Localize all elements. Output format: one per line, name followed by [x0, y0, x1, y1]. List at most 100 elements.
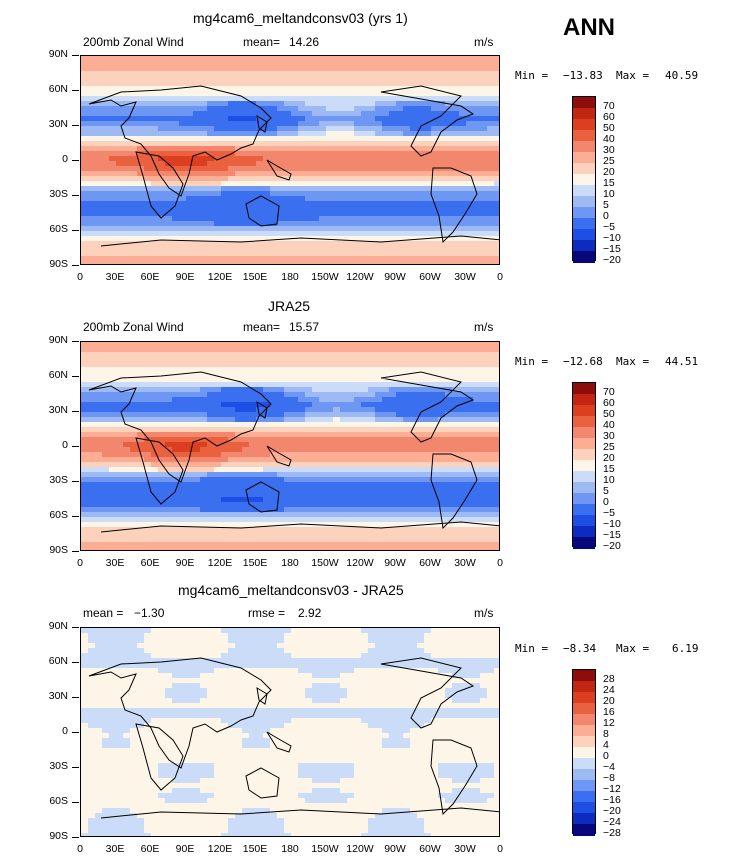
field-cell	[277, 372, 285, 378]
field-cell	[95, 111, 103, 117]
field-cell	[137, 357, 145, 363]
field-cell	[179, 201, 187, 207]
field-cell	[179, 196, 187, 202]
field-cell	[235, 392, 243, 398]
field-cell	[361, 176, 369, 182]
field-cell	[130, 221, 138, 227]
field-cell	[249, 512, 257, 518]
field-cell	[88, 427, 96, 433]
field-cell	[480, 201, 488, 207]
field-cell	[340, 382, 348, 388]
field-cell	[319, 407, 327, 413]
field-cell	[130, 161, 138, 167]
field-cell	[284, 437, 292, 443]
field-cell	[242, 56, 250, 62]
field-cell	[214, 462, 222, 468]
field-cell	[480, 387, 488, 393]
field-cell	[116, 447, 124, 453]
field-cell	[410, 397, 418, 403]
coastline	[100, 235, 499, 247]
field-cell	[172, 532, 180, 538]
field-cell	[424, 146, 432, 152]
field-cell	[424, 372, 432, 378]
field-cell	[102, 407, 110, 413]
field-cell	[88, 181, 96, 187]
field-cell	[368, 367, 376, 373]
field-cell	[256, 537, 264, 543]
field-cell	[494, 236, 499, 242]
field-cell	[382, 342, 390, 348]
field-cell	[319, 171, 327, 177]
field-cell	[431, 447, 439, 453]
field-cell	[179, 352, 187, 358]
field-cell	[116, 91, 124, 97]
field-cell	[249, 492, 257, 498]
field-cell	[270, 211, 278, 217]
field-cell	[410, 382, 418, 388]
field-cell	[256, 342, 264, 348]
field-cell	[375, 96, 383, 102]
field-cell	[319, 231, 327, 237]
field-cell	[137, 201, 145, 207]
field-cell	[487, 462, 495, 468]
field-cell	[249, 432, 257, 438]
field-cell	[221, 76, 229, 82]
field-cell	[354, 146, 362, 152]
field-cell	[361, 347, 369, 353]
field-cell	[431, 96, 439, 102]
field-cell	[410, 81, 418, 87]
field-cell	[480, 482, 488, 488]
field-cell	[494, 452, 499, 458]
field-cell	[452, 131, 460, 137]
field-cell	[88, 186, 96, 192]
field-cell	[375, 181, 383, 187]
field-cell	[431, 236, 439, 242]
field-cell	[326, 56, 334, 62]
field-cell	[291, 176, 299, 182]
field-cell	[466, 66, 474, 72]
field-cell	[438, 221, 446, 227]
field-cell	[438, 146, 446, 152]
field-cell	[340, 96, 348, 102]
field-cell	[109, 166, 117, 172]
field-cell	[340, 462, 348, 468]
field-cell	[445, 151, 453, 157]
field-cell	[158, 457, 166, 463]
field-cell	[452, 166, 460, 172]
field-cell	[172, 121, 180, 127]
field-cell	[277, 352, 285, 358]
field-cell	[235, 116, 243, 122]
field-cell	[88, 206, 96, 212]
field-cell	[375, 176, 383, 182]
field-cell	[228, 216, 236, 222]
field-cell	[347, 392, 355, 398]
field-cell	[291, 377, 299, 383]
field-cell	[165, 116, 173, 122]
field-cell	[438, 81, 446, 87]
x-tick-label: 180	[281, 271, 299, 283]
field-cell	[410, 462, 418, 468]
field-cell	[88, 81, 96, 87]
field-cell	[235, 402, 243, 408]
field-cell	[277, 467, 285, 473]
field-cell	[361, 76, 369, 82]
field-cell	[298, 246, 306, 252]
field-cell	[438, 342, 446, 348]
field-cell	[305, 251, 313, 257]
field-cell	[151, 156, 159, 162]
field-cell	[186, 352, 194, 358]
field-cell	[172, 111, 180, 117]
field-cell	[466, 467, 474, 473]
field-cell	[417, 76, 425, 82]
field-cell	[487, 231, 495, 237]
field-cell	[445, 121, 453, 127]
field-cell	[347, 241, 355, 247]
field-cell	[375, 226, 383, 232]
field-cell	[389, 532, 397, 538]
field-cell	[158, 96, 166, 102]
field-cell	[305, 211, 313, 217]
panel-2-mean-value: 15.57	[289, 320, 320, 334]
field-cell	[228, 86, 236, 92]
field-cell	[81, 477, 89, 483]
field-cell	[214, 437, 222, 443]
